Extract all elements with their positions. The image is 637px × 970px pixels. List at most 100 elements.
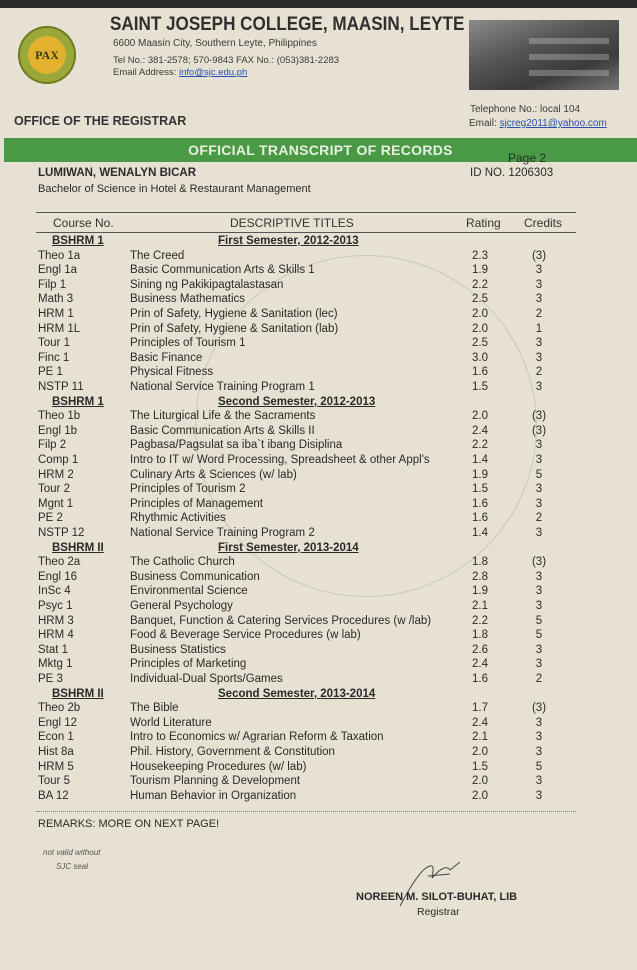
course-credits: 3 xyxy=(535,337,543,350)
course-credits: 2 xyxy=(535,512,543,525)
course-number: InSc 4 xyxy=(38,585,71,598)
course-rating: 2.0 xyxy=(472,789,488,802)
course-credits: 3 xyxy=(535,643,543,656)
course-rating: 1.9 xyxy=(472,468,488,481)
program-name: Bachelor of Science in Hotel & Restauran… xyxy=(38,183,311,195)
registrar-telephone: Telephone No.: local 104 xyxy=(470,104,581,115)
course-row: BA 12 Human Behavior in Organization 2.0 3 xyxy=(0,789,637,804)
validity-note-line1: not valid without xyxy=(43,848,101,857)
course-rating: 2.0 xyxy=(472,410,488,423)
course-row: Filp 1 Sining ng Pakikipagtalastasan 2.2 3 xyxy=(0,278,637,293)
course-rating: 1.8 xyxy=(472,556,488,569)
semester-heading: BSHRM II Second Semester, 2013-2014 xyxy=(0,687,637,702)
course-credits: 3 xyxy=(535,658,543,671)
registrar-name: NOREEN M. SILOT-BUHAT, LIB xyxy=(356,891,518,903)
year-level: BSHRM II xyxy=(52,687,104,700)
course-rating: 2.4 xyxy=(472,424,488,437)
course-number: PE 2 xyxy=(38,512,63,525)
semester-term: First Semester, 2013-2014 xyxy=(218,541,359,554)
table-top-rule xyxy=(36,212,576,213)
course-number: Theo 2a xyxy=(38,556,81,569)
course-rating: 2.3 xyxy=(472,249,488,262)
course-number: Mktg 1 xyxy=(38,658,73,671)
course-title: Individual-Dual Sports/Games xyxy=(130,673,283,685)
course-title: Principles of Tourism 1 xyxy=(130,337,246,350)
registrar-email-link[interactable]: sjcreg2011@yahoo.com xyxy=(499,118,607,129)
course-title: Sining ng Pakikipagtalastasan xyxy=(130,278,284,291)
course-row: InSc 4 Environmental Science 1.9 3 xyxy=(0,584,637,599)
semester-term: Second Semester, 2013-2014 xyxy=(218,687,376,700)
table-header-rule xyxy=(36,232,576,233)
course-rating: 2.4 xyxy=(472,658,488,671)
course-title: Principles of Tourism 2 xyxy=(130,483,246,496)
course-row: Mktg 1 Principles of Marketing 2.4 3 xyxy=(0,657,637,672)
school-phones: Tel No.: 381-2578; 570-9843 FAX No.: (05… xyxy=(113,55,340,66)
document-title-band: OFFICIAL TRANSCRIPT OF RECORDS xyxy=(4,138,637,162)
course-title: Prin of Safety, Hygiene & Sanitation (le… xyxy=(130,308,338,320)
course-title: Pagbasa/Pagsulat sa iba`t ibang Disiplin… xyxy=(130,439,343,452)
course-rating: 2.0 xyxy=(472,322,488,335)
year-level: BSHRM 1 xyxy=(52,395,104,408)
course-row: HRM 3 Banquet, Function & Catering Servic… xyxy=(0,614,637,629)
semester-heading: BSHRM II First Semester, 2013-2014 xyxy=(0,541,637,556)
course-credits: 3 xyxy=(535,439,543,452)
course-credits: 3 xyxy=(535,454,543,466)
year-level: BSHRM 1 xyxy=(52,235,104,247)
course-title: Culinary Arts & Sciences (w/ lab) xyxy=(130,468,297,481)
course-title: Human Behavior in Organization xyxy=(130,789,297,802)
course-row: NSTP 12 National Service Training Program… xyxy=(0,526,637,541)
course-number: Engl 12 xyxy=(38,716,78,729)
registrar-title: Registrar xyxy=(417,906,460,918)
course-row: Filp 2 Pagbasa/Pagsulat sa iba`t ibang Di… xyxy=(0,438,637,453)
table-bottom-rule xyxy=(36,811,576,812)
course-credits: 2 xyxy=(535,673,543,685)
course-credits: (3) xyxy=(531,410,547,423)
course-credits: 3 xyxy=(535,293,543,306)
course-row: Hist 8a Phil. History, Government & Const… xyxy=(0,745,637,760)
course-row: Finc 1 Basic Finance 3.0 3 xyxy=(0,351,637,366)
course-number: Engl 16 xyxy=(38,570,78,583)
course-credits: 3 xyxy=(535,585,543,598)
course-rating: 1.5 xyxy=(472,381,488,393)
course-credits: (3) xyxy=(531,424,547,437)
school-email-link[interactable]: info@sjc.edu.ph xyxy=(179,67,248,78)
page-number: Page 2 xyxy=(508,151,547,165)
course-credits: 3 xyxy=(535,264,543,277)
course-row: Engl 12 World Literature 2.4 3 xyxy=(0,716,637,731)
course-number: Tour 2 xyxy=(38,483,70,496)
course-credits: (3) xyxy=(531,702,547,715)
course-number: Econ 1 xyxy=(38,731,74,744)
course-rating: 2.4 xyxy=(472,716,488,729)
course-row: Comp 1 Intro to IT w/ Word Processing, Sp… xyxy=(0,453,637,468)
course-number: Theo 1b xyxy=(38,410,81,423)
course-title: The Bible xyxy=(130,702,179,715)
course-number: Comp 1 xyxy=(38,454,79,466)
course-credits: 3 xyxy=(535,600,543,612)
course-row: Econ 1 Intro to Economics w/ Agrarian Ref… xyxy=(0,730,637,745)
course-credits: 5 xyxy=(535,468,543,481)
course-number: Finc 1 xyxy=(38,351,70,364)
course-title: Principles of Marketing xyxy=(130,658,247,671)
course-credits: 3 xyxy=(535,716,543,729)
course-number: Filp 1 xyxy=(38,278,67,291)
course-rating: 2.6 xyxy=(472,643,488,656)
course-row: Math 3 Business Mathematics 2.5 3 xyxy=(0,292,637,307)
course-rating: 2.1 xyxy=(472,731,488,744)
course-credits: 1 xyxy=(535,322,543,335)
course-row: Engl 16 Business Communication 2.8 3 xyxy=(0,570,637,585)
course-rating: 2.8 xyxy=(472,570,488,583)
course-row: Theo 2b The Bible 1.7 (3) xyxy=(0,701,637,716)
course-rating: 1.4 xyxy=(472,527,488,539)
course-row: PE 1 Physical Fitness 1.6 2 xyxy=(0,365,637,380)
course-credits: 3 xyxy=(535,746,543,758)
seal-center: PAX xyxy=(28,36,66,74)
course-credits: 3 xyxy=(535,731,543,744)
course-title: Basic Communication Arts & Skills 1 xyxy=(130,264,315,277)
course-rating: 1.5 xyxy=(472,760,488,773)
course-row: Theo 2a The Catholic Church 1.8 (3) xyxy=(0,555,637,570)
course-row: Tour 5 Tourism Planning & Development 2.0 3 xyxy=(0,774,637,789)
course-row: Engl 1a Basic Communication Arts & Skills… xyxy=(0,263,637,278)
course-credits: 5 xyxy=(535,760,543,773)
course-credits: 2 xyxy=(535,308,543,320)
course-row: Stat 1 Business Statistics 2.6 3 xyxy=(0,643,637,658)
